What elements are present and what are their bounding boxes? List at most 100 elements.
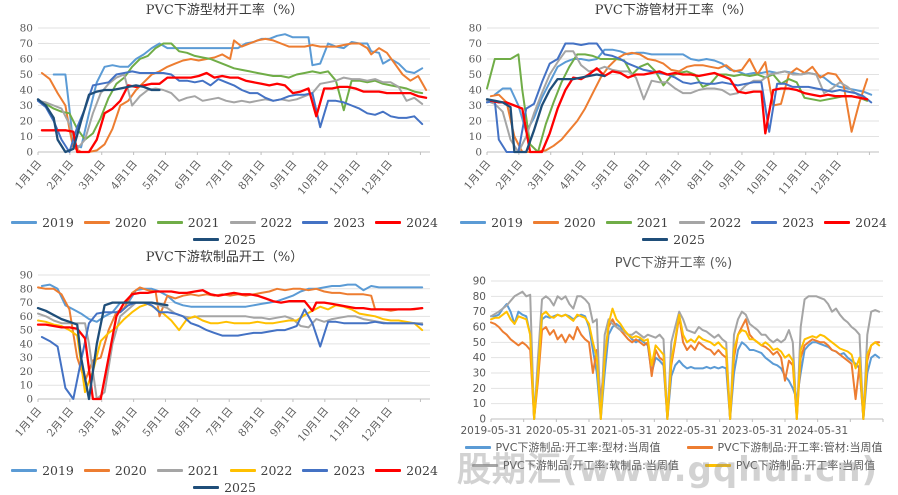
legend-swatch: [193, 486, 220, 489]
legend-swatch: [605, 221, 632, 224]
x-tick-label: 2019-05-31: [460, 425, 521, 437]
chart-title: PVC下游软制品开工（%）: [145, 250, 304, 265]
legend-swatch: [532, 221, 559, 224]
chart-legend: 2019 2020 2021 2022 2023 2024 2025: [0, 215, 449, 247]
x-tick-label: 3月1日: [76, 405, 107, 439]
legend-label: 2021: [187, 463, 220, 478]
legend-swatch: [193, 238, 220, 241]
legend-swatch: [83, 469, 110, 472]
x-tick-label: 5月1日: [140, 158, 171, 192]
legend-swatch: [642, 238, 669, 241]
x-tick-label: 9月1日: [716, 158, 747, 192]
y-tick-label: 50: [19, 69, 32, 81]
y-tick-label: 80: [19, 23, 32, 35]
legend-label: 2020: [114, 463, 147, 478]
legend-label: 2019: [42, 215, 74, 230]
legend-item: PVC下游制品:开工率:型材:当周值: [464, 439, 661, 455]
legend-swatch: [460, 221, 487, 224]
chart-legend: PVC下游制品:开工率:型材:当周值 PVC下游制品:开工率:管材:当周值 PVC下…: [449, 439, 898, 473]
series-line-2023: [40, 301, 423, 400]
y-tick-label: 10: [19, 131, 32, 143]
y-tick-label: 90: [472, 276, 485, 288]
y-tick-label: 60: [19, 311, 32, 323]
legend-item: 2021: [156, 215, 220, 230]
chart-soft-products-opening: PVC下游软制品开工（%） 0 10 20 30 40 50 60 70 80 90 1月1日 2月1…: [0, 247, 449, 495]
x-tick-label: 11月1日: [327, 405, 363, 444]
legend-label: 2020: [114, 215, 147, 230]
x-tick-label: 2024-05-31: [787, 425, 848, 437]
x-tick-label: 1月1日: [462, 158, 493, 192]
series-line-PVC下游制品:开工率:型材:当周值: [489, 303, 880, 420]
x-tick-label: 9月1日: [267, 158, 298, 192]
x-tick-label: 10月1日: [295, 158, 331, 197]
y-tick-label: 40: [468, 85, 481, 97]
line-chart-plot: 0 10 20 30 40 50 60 70 80 90 2019-05-31 2020-05-31 2…: [460, 276, 883, 437]
legend-swatch: [375, 221, 402, 224]
x-tick-label: 6月1日: [172, 158, 203, 192]
y-tick-label: 20: [19, 116, 32, 128]
series-line-2021: [36, 42, 423, 141]
x-tick-label: 7月1日: [204, 158, 235, 192]
legend-label: 2022: [260, 463, 293, 478]
x-tick-label: 2021-05-31: [591, 425, 652, 437]
series-line-2023: [485, 42, 872, 153]
y-tick-label: 30: [19, 352, 32, 364]
legend-item: 2023: [751, 215, 814, 230]
legend-item: 2024: [824, 215, 887, 230]
series-line-2025: [36, 84, 161, 154]
legend-label: 2025: [224, 232, 256, 247]
legend-label: 2021: [187, 215, 220, 230]
chart-title: PVC下游管材开工率（%）: [594, 3, 753, 18]
legend-label: 2019: [42, 463, 74, 478]
x-tick-label: 2月1日: [493, 158, 524, 192]
series-line-2020: [489, 51, 868, 153]
legend-item: PVC下游制品:开工率:管材:当周值: [686, 439, 882, 455]
y-tick-label: 30: [19, 100, 32, 112]
y-tick-label: 70: [19, 297, 32, 309]
x-tick-label: 2022-05-31: [656, 425, 717, 437]
x-tick-label: 2月1日: [44, 158, 75, 192]
chart-pipe-opening-rate: PVC下游管材开工率（%） 0 10 20 30 40 50 60 70 80 1月1日 2月1日 3…: [449, 0, 898, 247]
legend-item: 2022: [678, 215, 742, 230]
x-tick-label: 7月1日: [653, 158, 684, 192]
legend-item: 2025: [642, 232, 705, 247]
y-tick-label: 20: [472, 383, 485, 395]
legend-item: 2023: [302, 463, 365, 478]
line-chart-plot: 0 10 20 30 40 50 60 70 80 1月1日 2月1日 3月1日 4月1日 5月1日 6月1…: [462, 23, 879, 197]
chart-legend: 2019 2020 2021 2022 2023 2024 2025: [0, 463, 449, 495]
legend-swatch: [471, 463, 498, 467]
x-tick-label: 12月1日: [808, 158, 844, 197]
legend-label: PVC下游制品:开工率:软制品:当周值: [502, 459, 679, 472]
x-tick-label: 2020-05-31: [525, 425, 586, 437]
y-tick-label: 0: [479, 414, 486, 426]
series-line-2022: [485, 50, 864, 153]
legend-item: 2020: [83, 463, 147, 478]
series-line-2025: [36, 301, 169, 401]
legend-label: 2022: [709, 215, 742, 230]
legend-swatch: [464, 445, 491, 449]
series-line-2020: [36, 286, 423, 383]
legend-item: 2023: [302, 215, 365, 230]
y-tick-label: 70: [468, 38, 481, 50]
legend-label: 2023: [782, 215, 815, 230]
x-tick-label: 11月1日: [327, 158, 363, 197]
legend-item: PVC下游制品:开工率:软制品:当周值: [471, 457, 679, 473]
legend-swatch: [751, 221, 778, 224]
chart-profile-opening-rate: PVC下游型材开工率（%） 0 10 20 30 40 50 60 70 80 1月1日 2月1日 3…: [0, 0, 449, 247]
x-tick-label: 7月1日: [204, 405, 235, 439]
legend-item: 2025: [193, 232, 256, 247]
legend-swatch: [11, 469, 38, 472]
legend-swatch: [704, 463, 731, 467]
legend-swatch: [678, 221, 705, 224]
legend-item: 2020: [83, 215, 147, 230]
series-line-2024: [36, 289, 423, 401]
y-tick-label: 20: [19, 366, 32, 378]
y-tick-label: 50: [472, 337, 485, 349]
legend-item: PVC下游制品:开工率:当周值: [704, 457, 875, 473]
y-tick-label: 0: [26, 394, 33, 406]
x-tick-label: 12月1日: [359, 158, 395, 197]
y-tick-label: 50: [19, 325, 32, 337]
x-tick-label: 5月1日: [589, 158, 620, 192]
